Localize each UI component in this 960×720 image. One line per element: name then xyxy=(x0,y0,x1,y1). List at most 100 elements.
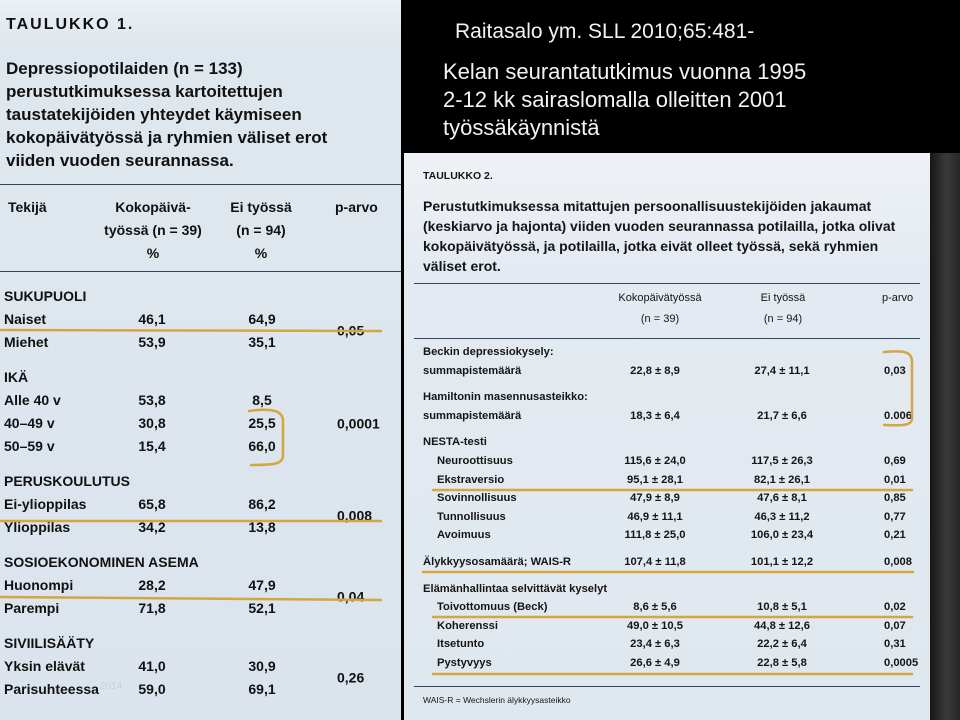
table-2-bottom-rule xyxy=(414,686,920,687)
table-2-section: Beckin depressiokysely: summapistemäärä 22… xyxy=(404,343,930,380)
group-rows: Alle 40 v 53,8 8,5 40–49 v 30,8 25,5 50–59 v 15… xyxy=(0,389,401,458)
p-value: 0,85 xyxy=(884,492,906,505)
section-heading: Elämänhallintaa selvittävät kyselyt xyxy=(404,580,930,599)
table-1-title-line: kokopäivätyössä ja ryhmien väliset erot xyxy=(6,128,328,147)
table-row: Älykkyysosamäärä; WAIS-R 107,4 ± 11,8 101,… xyxy=(404,553,930,572)
table-row: Yksin elävät 41,0 30,9 xyxy=(0,655,401,678)
row-label: Älykkyysosamäärä; WAIS-R xyxy=(423,555,571,568)
not-working-percent: 8,5 xyxy=(252,392,272,408)
table-row: Avoimuus 111,8 ± 25,0 106,0 ± 23,4 0,21 xyxy=(404,526,930,545)
table-2-section: Elämänhallintaa selvittävät kyselyt Toivo… xyxy=(404,580,930,673)
fulltime-mean-sd: 49,0 ± 10,5 xyxy=(627,619,683,632)
table-row: Ekstraversio 95,1 ± 28,1 82,1 ± 26,1 0,01 xyxy=(404,471,930,490)
group-heading: SUKUPUOLI xyxy=(4,288,87,304)
table-row: Naiset 46,1 64,9 xyxy=(0,308,401,331)
row-label: Avoimuus xyxy=(437,529,491,542)
p-value: 0,77 xyxy=(884,510,906,523)
study-description: Kelan seurantatutkimus vuonna 1995 2-12 … xyxy=(443,58,806,142)
section-heading: NESTA-testi xyxy=(404,433,930,452)
table-1-group: SOSIOEKONOMINEN ASEMA Huonompi 28,2 47,9 Par… xyxy=(0,551,401,620)
column-header-fulltime: Kokopäivä- xyxy=(115,199,191,215)
table-1-title: Depressiopotilaiden (n = 133) perustutkim… xyxy=(6,57,327,172)
table-row: Parisuhteessa 59,0 69,1 xyxy=(0,678,401,701)
not-working-mean-sd: 46,3 ± 11,2 xyxy=(754,510,810,523)
not-working-percent: 69,1 xyxy=(248,681,276,697)
group-rows: Ei-ylioppilas 65,8 86,2 Ylioppilas 34,2 13,8 0… xyxy=(0,493,401,539)
p-value: 0,26 xyxy=(337,669,365,686)
table-2-footnote: WAIS-R = Wechslerin älykkyysasteikko xyxy=(423,695,571,705)
p-value: 0.006 xyxy=(884,409,912,422)
row-label: Parempi xyxy=(4,600,60,616)
table-2-section: NESTA-testi Neuroottisuus 115,6 ± 24,0 117,… xyxy=(404,433,930,545)
row-label: Huonompi xyxy=(4,577,74,593)
not-working-percent: 13,8 xyxy=(248,519,276,535)
row-label: Ylioppilas xyxy=(4,519,71,535)
study-description-line: työssäkäynnistä xyxy=(443,115,600,140)
column-header-not-working: (n = 94) xyxy=(236,222,286,238)
group-rows: Naiset 46,1 64,9 Miehet 53,9 35,1 0,05 xyxy=(0,308,401,354)
table-1-panel: TAULUKKO 1. Depressiopotilaiden (n = 133… xyxy=(0,0,401,720)
row-label: Parisuhteessa xyxy=(4,681,99,697)
group-heading: SIVIILISÄÄTY xyxy=(4,635,95,651)
fulltime-percent: 41,0 xyxy=(138,658,166,674)
table-2-title-rule xyxy=(414,283,920,284)
table-2-title: Perustutkimuksessa mitattujen persoonall… xyxy=(423,196,895,276)
column-header-fulltime: työssä (n = 39) xyxy=(104,222,202,238)
table-row: Ylioppilas 34,2 13,8 xyxy=(0,516,401,539)
table-2-header-rule xyxy=(414,338,920,339)
table-row: Miehet 53,9 35,1 xyxy=(0,331,401,354)
not-working-mean-sd: 27,4 ± 11,1 xyxy=(754,364,810,377)
table-row: Toivottomuus (Beck) 8,6 ± 5,6 10,8 ± 5,1 0,… xyxy=(404,598,930,617)
fulltime-mean-sd: 107,4 ± 11,8 xyxy=(624,555,686,568)
column-header-p-value: p-arvo xyxy=(882,292,914,304)
row-label: Ekstraversio xyxy=(437,473,505,486)
table-2-title-line: Perustutkimuksessa mitattujen persoonall… xyxy=(423,198,872,214)
study-description-line: 2-12 kk sairaslomalla olleitten 2001 xyxy=(443,87,787,112)
table-2-title-line: kokopäivätyössä, ja potilailla, jotka ei… xyxy=(423,238,879,254)
table-row: Huonompi 28,2 47,9 xyxy=(0,574,401,597)
row-label: summapistemäärä xyxy=(423,409,522,422)
table-1-title-line: perustutkimuksessa kartoitettujen xyxy=(6,82,283,101)
table-row: Ei-ylioppilas 65,8 86,2 xyxy=(0,493,401,516)
fulltime-mean-sd: 18,3 ± 6,4 xyxy=(630,409,680,422)
row-label: 50–59 v xyxy=(4,438,55,454)
table-2-header: Kokopäivätyössä (n = 39) Ei työssä (n = … xyxy=(404,288,930,330)
not-working-mean-sd: 44,8 ± 12,6 xyxy=(754,619,810,632)
fulltime-percent: 53,8 xyxy=(138,392,166,408)
row-label: Koherenssi xyxy=(437,619,498,632)
group-rows: Yksin elävät 41,0 30,9 Parisuhteessa 59,0 69,… xyxy=(0,655,401,701)
table-1-label: TAULUKKO 1. xyxy=(6,16,135,33)
not-working-mean-sd: 117,5 ± 26,3 xyxy=(751,454,813,467)
not-working-mean-sd: 47,6 ± 8,1 xyxy=(757,492,807,505)
table-row: Tunnollisuus 46,9 ± 11,1 46,3 ± 11,2 0,77 xyxy=(404,508,930,527)
table-2-panel: TAULUKKO 2. Perustutkimuksessa mitattuje… xyxy=(404,153,930,720)
fulltime-percent: 34,2 xyxy=(138,519,166,535)
row-label: summapistemäärä xyxy=(423,364,522,377)
table-1-group: SUKUPUOLI Naiset 46,1 64,9 Miehet 53,9 35,1 0,0… xyxy=(0,285,401,354)
p-value: 0,05 xyxy=(337,322,365,339)
not-working-mean-sd: 106,0 ± 23,4 xyxy=(750,529,814,542)
p-value: 0,008 xyxy=(337,507,373,524)
table-row: Pystyvyys 26,6 ± 4,9 22,8 ± 5,8 0,0005 xyxy=(404,654,930,673)
fulltime-percent: 15,4 xyxy=(138,438,166,454)
fulltime-percent: 28,2 xyxy=(138,577,166,593)
not-working-mean-sd: 22,2 ± 6,4 xyxy=(757,638,807,651)
not-working-mean-sd: 82,1 ± 26,1 xyxy=(754,473,810,486)
p-value: 0,02 xyxy=(884,601,906,614)
table-2-title-line: (keskiarvo ja hajonta) viiden vuoden seu… xyxy=(423,218,896,234)
table-1-header-rule xyxy=(0,271,401,272)
group-heading: IKÄ xyxy=(4,369,29,385)
not-working-percent: 52,1 xyxy=(248,600,276,616)
footer-date: 2014 xyxy=(100,681,123,692)
table-2-body: Beckin depressiokysely: summapistemäärä 22… xyxy=(404,343,930,673)
slide-edge-shade xyxy=(930,153,960,720)
fulltime-percent: 59,0 xyxy=(138,681,166,697)
row-label: Naiset xyxy=(4,311,47,327)
table-1-title-line: taustatekijöiden yhteydet käymiseen xyxy=(6,105,302,124)
column-header-not-working-n: (n = 94) xyxy=(763,313,803,325)
p-value: 0,01 xyxy=(884,473,906,486)
row-label: Alle 40 v xyxy=(4,392,61,408)
fulltime-percent: 71,8 xyxy=(138,600,166,616)
group-heading: PERUSKOULUTUS xyxy=(4,473,131,489)
